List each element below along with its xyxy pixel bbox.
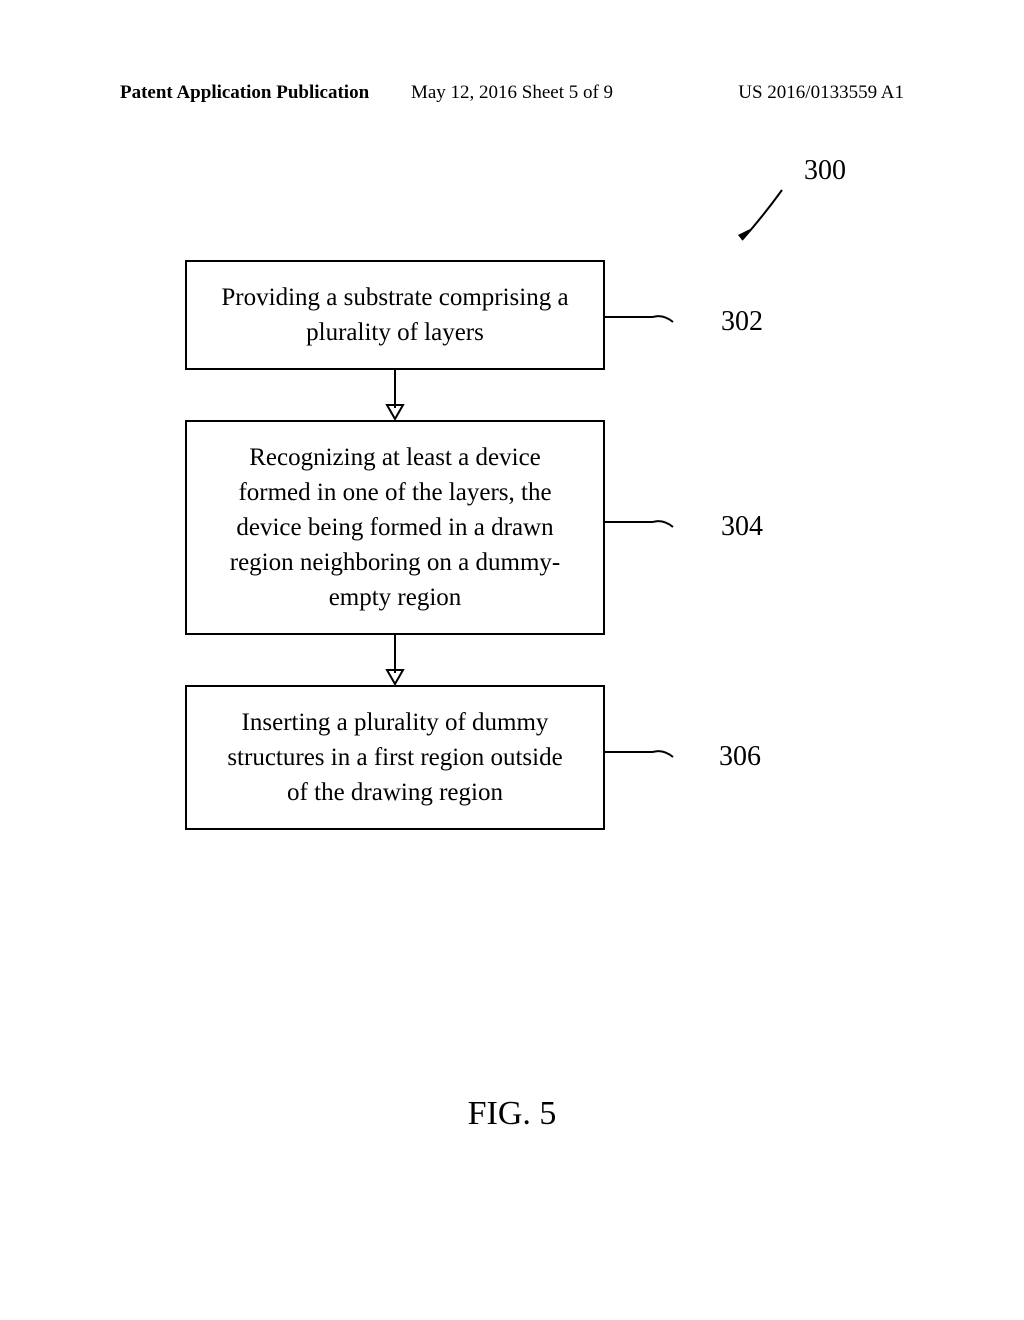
figure-label: FIG. 5: [468, 1095, 557, 1133]
box-304-text: Recognizing at least a device formed in …: [230, 444, 561, 611]
flowchart-box-302: Providing a substrate comprising a plura…: [185, 260, 605, 370]
ref-300-label: 300: [804, 155, 846, 187]
flowchart-container: Providing a substrate comprising a plura…: [185, 245, 835, 830]
arrow-2-head: [385, 668, 405, 686]
arrow-1: [185, 370, 605, 420]
header-patent-number: US 2016/0133559 A1: [738, 82, 904, 104]
box-302-text: Providing a substrate comprising a plura…: [221, 284, 568, 346]
connector-306: [603, 737, 718, 767]
connector-304: [603, 507, 718, 537]
flowchart-box-306: Inserting a plurality of dummy structure…: [185, 685, 605, 830]
flowchart-box-304: Recognizing at least a device formed in …: [185, 420, 605, 635]
page-header: Patent Application Publication May 12, 2…: [0, 82, 1024, 104]
connector-302: [603, 302, 718, 332]
arrow-1-head: [385, 403, 405, 421]
header-date-sheet: May 12, 2016 Sheet 5 of 9: [411, 82, 613, 104]
ref-302-label: 302: [721, 302, 763, 341]
arrow-2: [185, 635, 605, 685]
header-publication: Patent Application Publication: [120, 82, 369, 104]
ref-306-label: 306: [719, 737, 761, 776]
box-306-text: Inserting a plurality of dummy structure…: [227, 709, 562, 806]
ref-304-label: 304: [721, 507, 763, 546]
